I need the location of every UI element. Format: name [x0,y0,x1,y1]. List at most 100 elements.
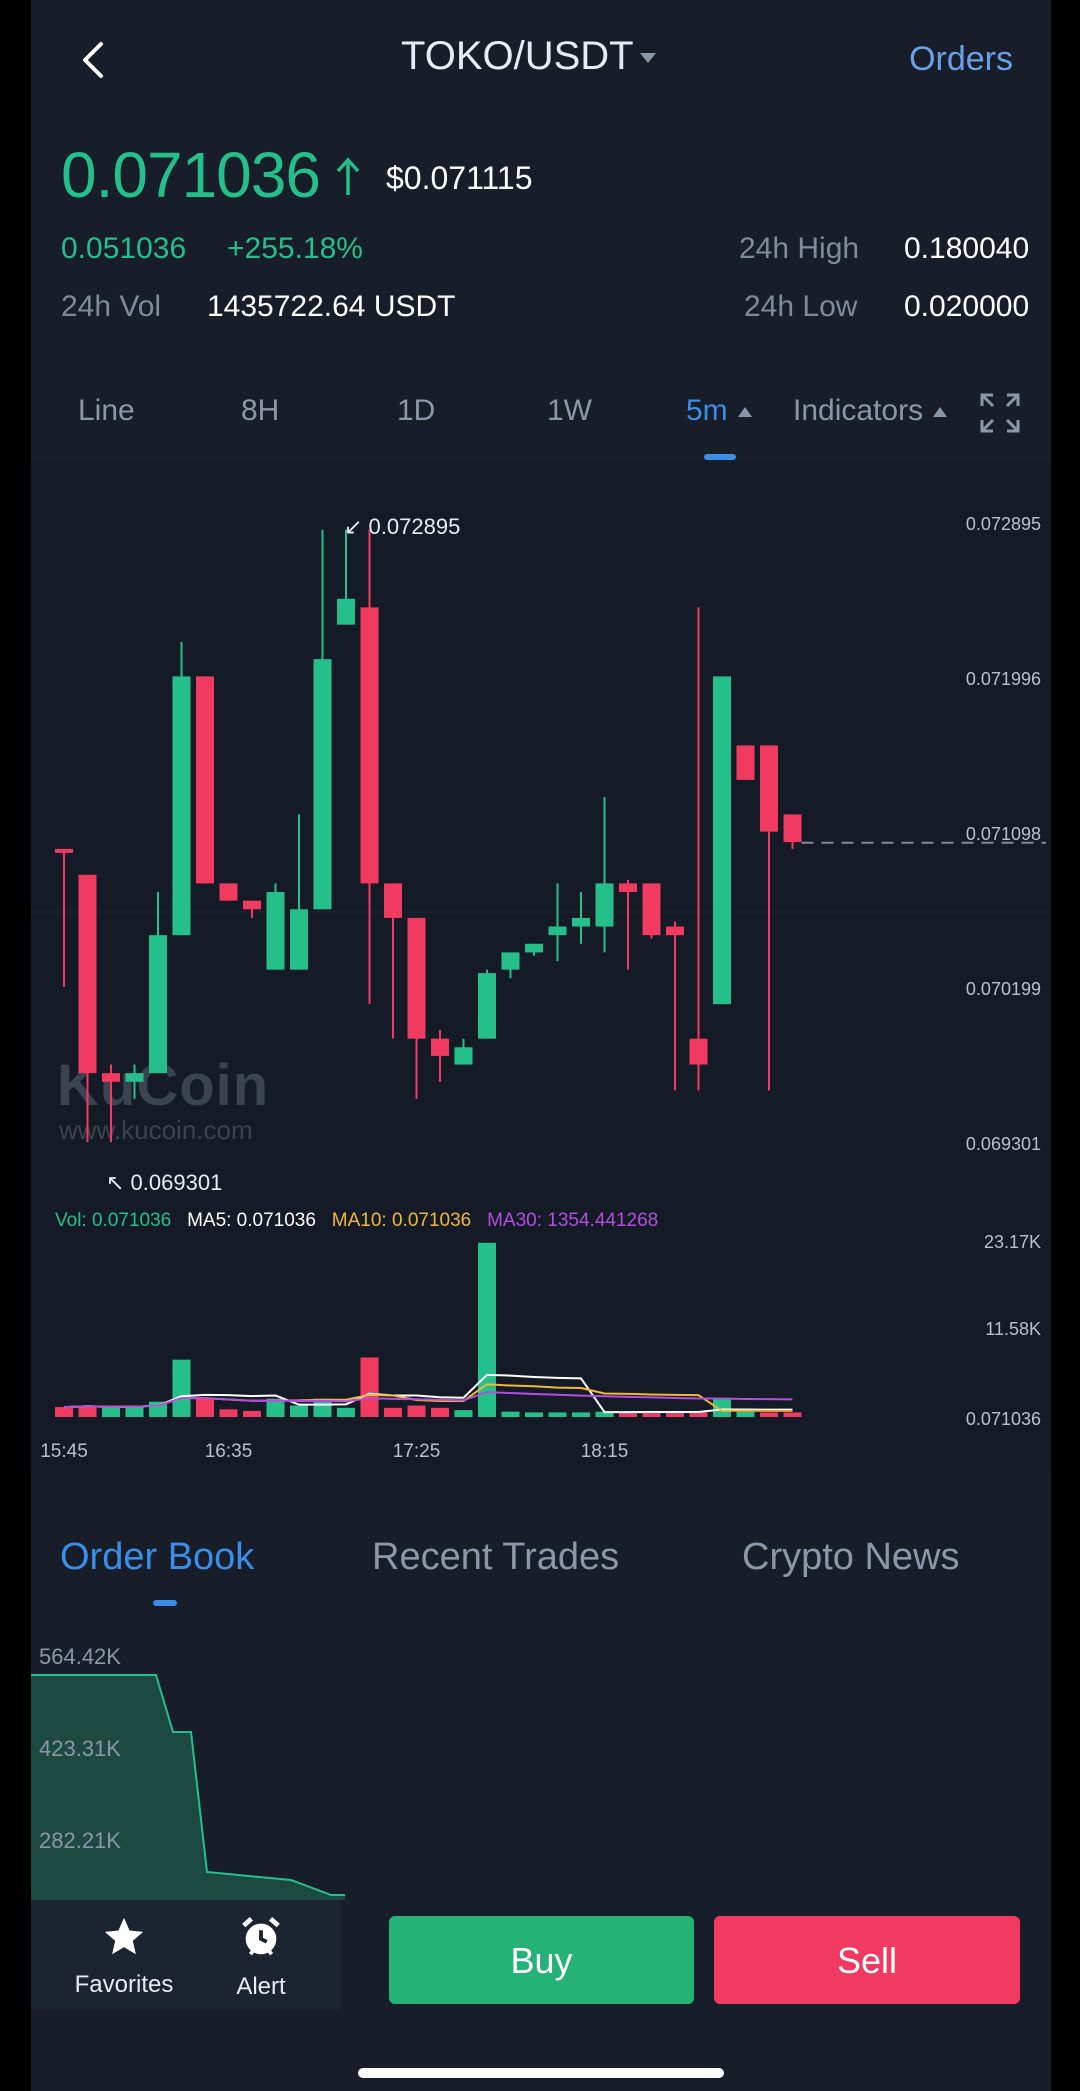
tab-line[interactable]: Line [78,394,135,427]
candle-body [337,598,355,625]
last-price: 0.071036 [61,139,321,211]
time-axis-label: 15:45 [40,1441,88,1462]
tab-order-book[interactable]: Order Book [60,1536,255,1578]
tab-recent-trades[interactable]: Recent Trades [372,1536,620,1578]
tab-1d[interactable]: 1D [397,394,436,427]
volume-bar [572,1412,590,1417]
volume-bar [78,1405,97,1417]
price-change-percent: +255.18% [227,232,363,265]
volume-bar [666,1412,684,1417]
legend-ma10: MA10: 0.071036 [331,1210,472,1231]
alert-button[interactable]: Alert [211,1914,311,2001]
volume-bar [266,1398,285,1417]
price-axis-label: 0.071098 [966,824,1041,844]
time-axis-label: 16:35 [205,1441,253,1462]
triangle-icon [737,407,752,418]
legend-vol: Vol: 0.071036 [55,1210,172,1231]
candle-body [360,607,379,884]
candle-body [149,935,167,1074]
usd-price: $0.071115 [386,160,533,196]
candle-body [219,883,238,901]
candle-body [736,745,755,780]
volume-bar [243,1410,261,1417]
buy-button[interactable]: Buy [389,1916,694,2004]
tab-crypto-news[interactable]: Crypto News [742,1536,960,1578]
volume-bar [501,1411,520,1417]
watermark-url: www.kucoin.com [59,1115,253,1145]
time-axis-label: 18:15 [581,1441,629,1462]
fullscreen-icon[interactable] [979,392,1021,434]
volume-bar [407,1405,426,1417]
candle-body [619,883,637,893]
price-axis-label: 0.069301 [966,1134,1041,1154]
favorites-label: Favorites [74,1971,174,1998]
ma30-line [63,1391,793,1409]
price-axis-label: 0.070199 [966,979,1041,999]
alert-label: Alert [236,1973,286,2000]
volume-axis-label: 11.58K [985,1319,1041,1339]
volume-bar [713,1399,731,1417]
star-icon [104,1917,144,1955]
candle-body [642,883,661,936]
volume-bar [337,1407,355,1417]
tab-1w[interactable]: 1W [547,394,592,427]
volume-bar [313,1398,332,1417]
volume-bar [783,1412,802,1417]
candle-body [783,814,802,843]
tab-indicators-label: Indicators [793,394,924,427]
tab-8h[interactable]: 8H [241,394,280,427]
max-price-label: ↙ 0.072895 [344,514,460,539]
pair-selector[interactable]: TOKO/USDT [401,34,656,79]
tab-indicators[interactable]: Indicators [793,394,948,428]
ma5-line [63,1373,793,1414]
volume-axis-label: 0.071036 [966,1409,1041,1429]
volume-bar [736,1411,755,1417]
price-axis-label: 0.071996 [966,669,1041,689]
low-value: 0.020000 [904,290,1030,323]
candle-body [243,900,261,910]
candle-body [102,1073,120,1082]
volume-bar [55,1407,73,1417]
pair-title: TOKO/USDT [401,34,634,78]
volume-bar [196,1398,214,1417]
depth-chart[interactable] [31,1640,1051,1900]
volume-bar [219,1409,238,1417]
candle-body [431,1038,449,1056]
high-value: 0.180040 [904,232,1030,265]
volume-bar [642,1411,661,1417]
volume-bar [478,1242,496,1417]
candle-body [595,883,614,927]
home-indicator[interactable] [358,2068,724,2078]
legend-ma5: MA5: 0.071036 [187,1210,316,1231]
legend-ma30: MA30: 1354.441268 [487,1210,659,1231]
orderbook-tab-indicator [153,1600,177,1606]
volume-bar [102,1407,120,1417]
candlestick-chart[interactable]: 0.072895 0.071996 0.071098 0.070199 0.069301… [31,462,1051,1472]
tab-5m[interactable]: 5m [686,394,752,428]
volume-bar [431,1407,449,1417]
candle-body [384,883,402,918]
volume-bar [760,1412,778,1417]
vol-value: 1435722.64 USDT [207,290,456,323]
volume-bar [125,1406,144,1417]
depth-label-3: 282.21K [39,1828,121,1853]
sell-button[interactable]: Sell [714,1916,1020,2004]
candle-body [478,973,496,1039]
volume-bar [384,1407,402,1417]
active-tab-indicator [704,454,736,460]
back-arrow-icon[interactable] [71,30,115,90]
orders-link[interactable]: Orders [909,40,1013,78]
candle-body [548,926,567,936]
depth-label-1: 564.42K [39,1644,121,1669]
chart-area[interactable] [31,462,1051,1472]
favorites-button[interactable]: Favorites [69,1914,179,1999]
volume-bar [454,1410,473,1417]
candle-body [454,1047,473,1065]
candle-body [525,943,543,953]
candle-body [78,874,97,1074]
tab-5m-label: 5m [686,394,728,427]
candle-body [313,659,332,910]
candle-body [196,676,214,884]
price-change: 0.051036 [61,232,187,265]
interval-tabs: Line 8H 1D 1W 5m Indicators [31,372,1051,462]
